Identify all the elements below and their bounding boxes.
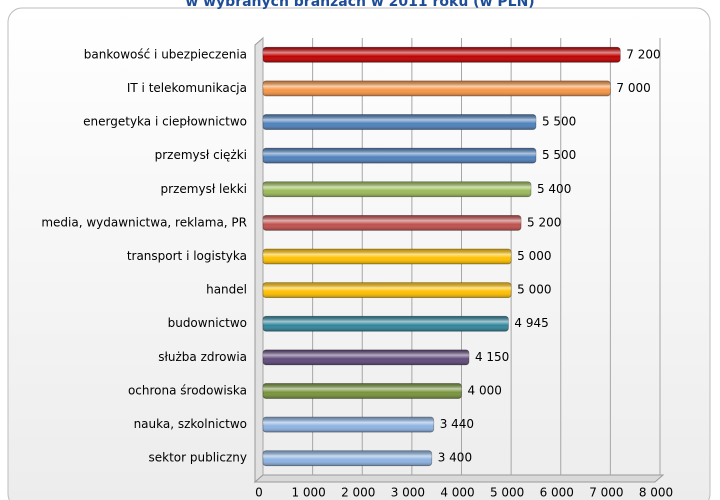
bar-shine xyxy=(263,316,509,332)
value-label: 5 000 xyxy=(517,283,551,297)
y-tick-label: handel xyxy=(206,283,247,297)
x-tick-label: 8 000 xyxy=(639,486,673,500)
y-tick-label: przemysł ciężki xyxy=(155,148,247,162)
value-label: 7 000 xyxy=(616,81,650,95)
chart-title: w wybranych branżach w 2011 roku (w PLN) xyxy=(185,0,534,10)
x-tick-label: 3 000 xyxy=(391,486,425,500)
bar-shine xyxy=(263,249,512,264)
bar-shine xyxy=(263,417,434,433)
bar-shine xyxy=(263,215,522,231)
x-tick-label: 4 000 xyxy=(440,486,474,500)
bar-shine xyxy=(263,383,462,399)
y-tick-label: przemysł lekki xyxy=(161,182,247,196)
y-tick-label: budownictwo xyxy=(168,316,247,330)
y-tick-label: bankowość i ubezpieczenia xyxy=(84,47,247,61)
y-tick-label: energetyka i ciepłownictwo xyxy=(83,115,247,129)
y-tick-label: IT i telekomunikacja xyxy=(127,81,247,95)
value-label: 5 500 xyxy=(542,115,576,129)
x-tick-label: 6 000 xyxy=(540,486,574,500)
x-tick-label: 1 000 xyxy=(291,486,325,500)
bar-shine xyxy=(263,282,512,298)
x-tick-label: 2 000 xyxy=(341,486,375,500)
y-tick-label: ochrona środowiska xyxy=(128,383,247,397)
axis-floor xyxy=(253,474,665,483)
bar-shine xyxy=(263,181,531,197)
value-label: 5 500 xyxy=(542,148,576,162)
bar-shine xyxy=(263,47,621,63)
y-tick-label: nauka, szkolnictwo xyxy=(134,417,247,431)
bar-shine xyxy=(263,80,611,96)
value-label: 4 945 xyxy=(514,316,548,330)
y-tick-label: transport i logistyka xyxy=(127,249,247,263)
value-label: 5 000 xyxy=(517,249,551,263)
x-tick-label: 7 000 xyxy=(589,486,623,500)
bar-shine xyxy=(263,349,469,365)
y-tick-label: służba zdrowia xyxy=(158,350,247,364)
bar-shine xyxy=(263,148,536,164)
value-label: 5 200 xyxy=(527,215,561,229)
value-label: 3 400 xyxy=(438,451,472,465)
axis-wall xyxy=(254,36,264,484)
value-label: 4 000 xyxy=(468,383,502,397)
value-label: 3 440 xyxy=(440,417,474,431)
bar-shine xyxy=(263,450,432,466)
value-label: 5 400 xyxy=(537,182,571,196)
x-tick-label: 5 000 xyxy=(490,486,524,500)
value-label: 7 200 xyxy=(626,47,660,61)
bar-shine xyxy=(263,114,536,130)
x-tick-label: 0 xyxy=(255,486,263,500)
y-tick-label: sektor publiczny xyxy=(149,451,248,465)
value-label: 4 150 xyxy=(475,350,509,364)
y-tick-label: media, wydawnictwa, reklama, PR xyxy=(41,215,247,229)
